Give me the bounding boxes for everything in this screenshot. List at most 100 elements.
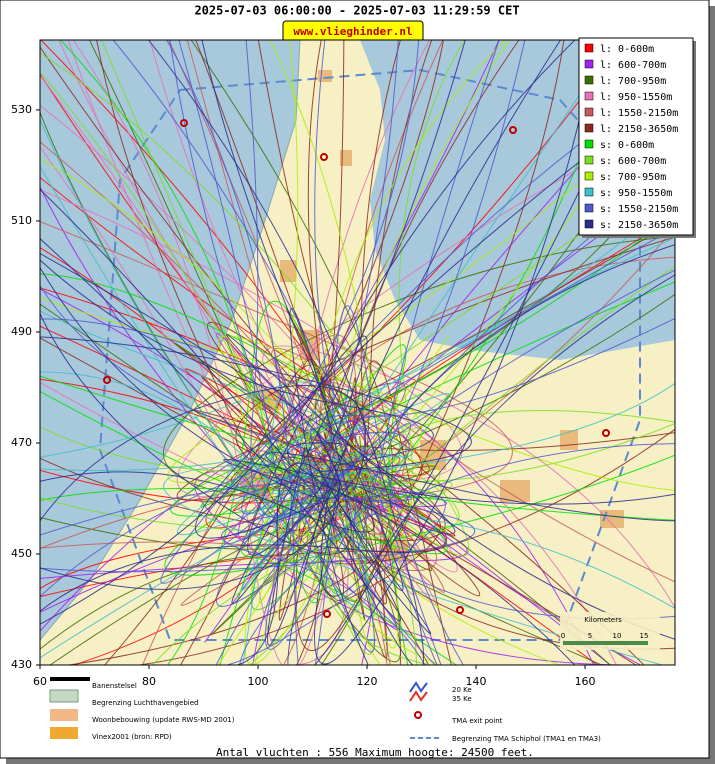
flight-track (352, 40, 500, 555)
x-tick-label: 100 (248, 675, 269, 688)
legend-swatch (584, 203, 594, 213)
legend-swatch (584, 107, 594, 117)
legend-swatch (584, 43, 594, 53)
legend-label: s: 600-700m (600, 156, 666, 167)
flight-track (40, 318, 366, 485)
legend-swatch (584, 91, 594, 101)
x-tick-label: 80 (142, 675, 156, 688)
key-tma-boundary: Begrenzing TMA Schiphol (TMA1 en TMA3) (452, 735, 601, 743)
flight-track (148, 40, 425, 665)
flight-track (241, 40, 617, 591)
flight-track (163, 463, 663, 665)
y-tick-label: 450 (11, 547, 32, 560)
key-20ke: 20 Ke (452, 686, 472, 694)
flight-tracks (40, 40, 675, 665)
flight-track (320, 274, 675, 597)
flight-track (40, 46, 481, 597)
legend-label: l: 700-950m (600, 76, 666, 87)
legend-label: s: 2150-3650m (600, 220, 678, 231)
site-link[interactable]: www.vlieghinder.nl (293, 25, 412, 38)
key-tma-exit: TMA exit point (451, 717, 503, 725)
map-border (39, 39, 676, 666)
flight-track (274, 357, 436, 665)
flight-track (289, 308, 369, 665)
legend-swatch (584, 219, 594, 229)
flight-track (287, 442, 576, 665)
flight-track (235, 465, 675, 609)
legend-swatch (584, 187, 594, 197)
flight-track (174, 342, 611, 665)
flight-track (265, 452, 675, 522)
flight-track (40, 221, 513, 503)
scale-tick-label: 0 (561, 632, 565, 640)
flight-track (40, 267, 341, 499)
flight-track (272, 40, 430, 614)
flight-track (40, 253, 456, 535)
y-tick-label: 470 (11, 436, 32, 449)
flight-track (231, 40, 466, 605)
flight-track (194, 89, 675, 539)
flight-track (307, 410, 675, 464)
legend-label: s: 1550-2150m (600, 204, 678, 215)
x-tick-label: 160 (575, 675, 596, 688)
legend-swatch (584, 123, 594, 133)
key-35ke: 35 Ke (452, 695, 472, 703)
legend-label: l: 600-700m (600, 60, 666, 71)
legend-label: l: 0-600m (600, 44, 654, 55)
flight-track (314, 40, 598, 665)
flight-track (40, 146, 337, 600)
flight-track (40, 166, 368, 606)
flight-track (241, 40, 420, 515)
flight-track (40, 285, 395, 510)
footer: Antal vluchten : 556 Maximum hoogte: 245… (216, 746, 534, 759)
flight-track (267, 40, 561, 646)
scale-title: Kilometers (584, 616, 622, 624)
x-tick-label: 60 (33, 675, 47, 688)
flight-track (328, 305, 464, 665)
flight-track (226, 333, 675, 640)
scale-tick-label: 15 (640, 632, 649, 640)
flight-track (320, 445, 392, 665)
flight-track (160, 74, 675, 584)
flight-track (227, 492, 446, 665)
key-vinex: Vinex2001 (bron: RPD) (92, 733, 172, 741)
flight-track (166, 40, 338, 665)
legend-label: s: 950-1550m (600, 188, 672, 199)
legend-label: s: 700-950m (600, 172, 666, 183)
coastline (40, 40, 301, 641)
flight-track (40, 336, 472, 472)
flight-track (257, 40, 384, 535)
x-tick-label: 120 (357, 675, 378, 688)
flight-track (40, 52, 470, 557)
flight-track (237, 462, 331, 665)
legend-swatch (584, 155, 594, 165)
flight-track (239, 431, 410, 665)
flight-track (40, 471, 375, 533)
flight-track (264, 40, 526, 650)
y-tick-label: 430 (11, 658, 32, 671)
flight-track (40, 392, 450, 487)
y-tick-label: 510 (11, 214, 32, 227)
flight-track (40, 158, 417, 560)
key-runways: Banenstelsel (92, 682, 137, 690)
legend-swatch (584, 171, 594, 181)
scale-tick-label: 10 (613, 632, 622, 640)
title: 2025-07-03 06:00:00 - 2025-07-03 11:29:5… (194, 4, 519, 18)
scale-tick-label: 5 (588, 632, 592, 640)
key: Banenstelsel Begrenzing Luchthavengebied… (49, 677, 601, 743)
flight-track (40, 141, 445, 593)
flight-track (201, 40, 404, 592)
flight-track (315, 428, 675, 565)
legend-swatch (584, 59, 594, 69)
flight-track (180, 359, 338, 665)
flight-track (200, 281, 675, 508)
tma-exit-points (103, 119, 610, 618)
flight-track (40, 105, 458, 573)
flight-track (40, 238, 402, 622)
flight-track (40, 119, 375, 619)
legend-swatch (584, 75, 594, 85)
map: Kilometers 0 5 10 15 (40, 40, 675, 665)
flight-track (167, 102, 675, 483)
flight-track (221, 505, 426, 665)
